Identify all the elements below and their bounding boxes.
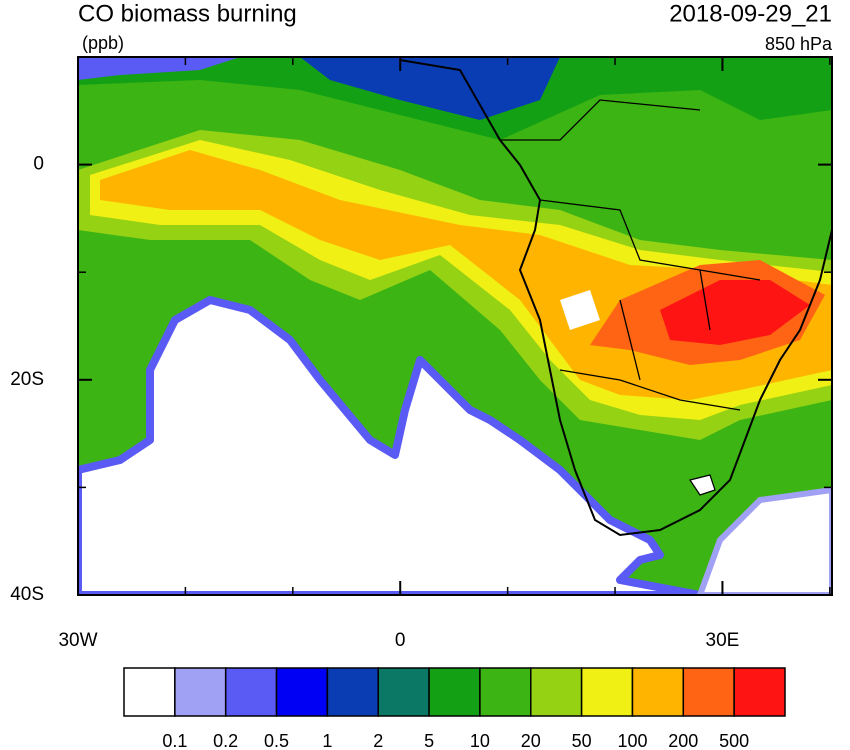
colorbar-box: [377, 667, 430, 717]
y-tick-label: 0: [33, 154, 44, 175]
x-tick-label: 30E: [706, 630, 740, 651]
map-field: [78, 57, 832, 595]
colorbar-box: [580, 667, 634, 717]
colorbar-label: 50: [572, 731, 592, 750]
map-frame: [77, 56, 833, 596]
title: CO biomass burning: [78, 0, 297, 27]
colorbar-box: [682, 667, 735, 717]
colorbar-label: 5: [424, 731, 434, 750]
units: (ppb): [82, 33, 124, 53]
colorbar-label: 0.2: [213, 731, 238, 750]
colorbar-box: [174, 667, 227, 717]
y-tick-label: 20S: [10, 369, 44, 390]
colorbar-label: 2: [373, 731, 383, 750]
datetime: 2018-09-29_21: [669, 0, 832, 27]
colorbar-label: 0.1: [162, 731, 187, 750]
colorbar-box: [631, 667, 685, 717]
colorbar-label: 200: [668, 731, 698, 750]
colorbar-box: [479, 667, 532, 717]
colorbar-box: [428, 667, 481, 717]
colorbar-label: 500: [719, 731, 749, 750]
x-tick-label: 0: [395, 630, 406, 651]
y-tick-label: 40S: [10, 584, 44, 605]
level: 850 hPa: [765, 34, 833, 54]
colorbar-label: 20: [521, 731, 541, 750]
colorbar-label: 0.5: [264, 731, 289, 750]
colorbar-label: 100: [617, 731, 647, 750]
colorbar-label: 1: [322, 731, 332, 750]
colorbar-box: [224, 667, 278, 717]
colorbar-box: [275, 667, 329, 717]
colorbar-box: [733, 667, 786, 717]
colorbar-box: [123, 667, 176, 717]
colorbar-box: [326, 667, 379, 717]
colorbar-box: [530, 667, 583, 717]
colorbar-label: 10: [470, 731, 490, 750]
x-tick-label: 30W: [58, 630, 97, 651]
